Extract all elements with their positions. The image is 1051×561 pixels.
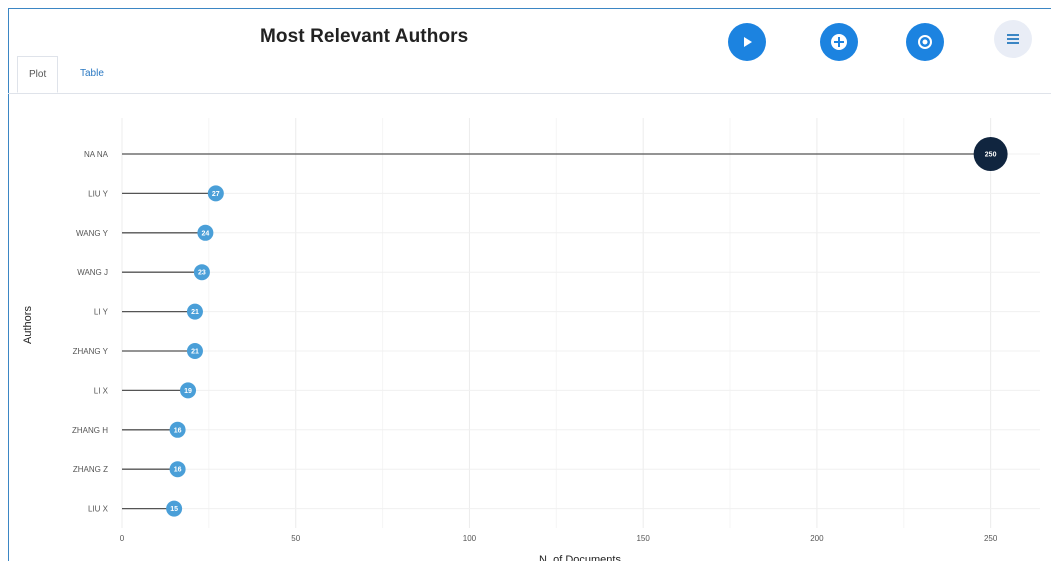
play-button[interactable] — [728, 23, 766, 61]
data-label: 24 — [201, 230, 209, 237]
data-point — [166, 500, 183, 517]
data-point — [186, 343, 203, 359]
tab-table[interactable]: Table — [80, 68, 104, 79]
y-tick-label: WANG J — [77, 268, 108, 277]
y-tick-label: LIU X — [88, 505, 109, 514]
data-label: 23 — [198, 270, 206, 277]
page-title: Most Relevant Authors — [260, 26, 469, 47]
y-tick-label: ZHANG Y — [73, 347, 109, 356]
y-tick-label: ZHANG H — [72, 426, 108, 435]
y-tick-label: WANG Y — [76, 229, 109, 238]
y-tick-label: LI Y — [94, 308, 109, 317]
data-label: 27 — [212, 191, 220, 198]
data-point — [973, 137, 1008, 171]
y-tick-label: ZHANG Z — [73, 465, 108, 474]
data-point — [169, 461, 186, 478]
x-axis-title: N. of Documents — [539, 554, 621, 561]
data-point — [186, 303, 203, 320]
data-label: 15 — [170, 506, 178, 513]
data-point — [180, 382, 197, 399]
record-button[interactable] — [906, 23, 944, 61]
data-point — [197, 224, 214, 241]
data-label: 21 — [191, 349, 199, 356]
data-point — [193, 264, 210, 281]
data-point — [169, 421, 186, 438]
data-label: 21 — [191, 309, 199, 316]
x-tick-label: 100 — [463, 534, 477, 543]
data-label: 250 — [985, 152, 997, 159]
x-tick-label: 200 — [810, 534, 824, 543]
y-tick-label: LI X — [94, 386, 109, 395]
x-tick-label: 50 — [291, 534, 300, 543]
menu-icon — [1007, 34, 1019, 44]
x-tick-label: 250 — [984, 534, 998, 543]
data-point — [207, 185, 224, 202]
play-icon — [744, 37, 752, 47]
add-button[interactable] — [820, 23, 858, 61]
y-axis-title: Authors — [22, 306, 34, 344]
tab-bar: Plot Table — [8, 56, 1051, 94]
menu-button[interactable] — [994, 20, 1032, 58]
data-label: 16 — [174, 467, 182, 474]
data-label: 16 — [174, 427, 182, 434]
y-tick-label: LIU Y — [88, 189, 109, 198]
record-icon — [918, 35, 932, 49]
x-tick-label: 0 — [120, 534, 125, 543]
tab-plot[interactable]: Plot — [17, 56, 59, 93]
data-label: 19 — [184, 388, 192, 395]
plus-icon — [831, 34, 847, 50]
x-tick-label: 150 — [636, 534, 650, 543]
y-tick-label: NA NA — [84, 150, 109, 159]
